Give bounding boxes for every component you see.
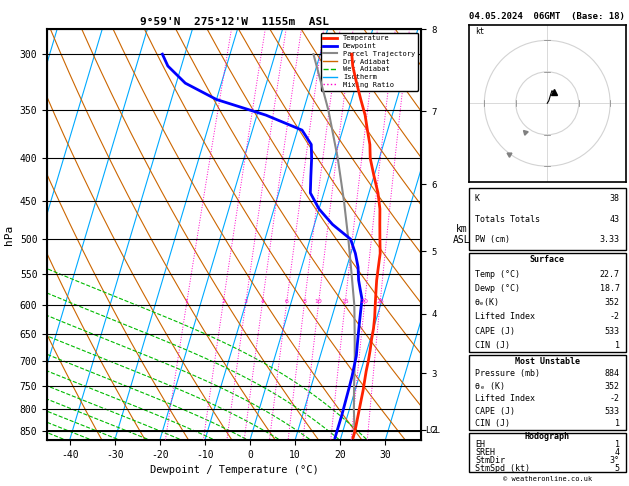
- Text: CIN (J): CIN (J): [475, 341, 510, 350]
- Text: 6: 6: [284, 299, 289, 304]
- Text: Surface: Surface: [530, 255, 565, 264]
- Text: -2: -2: [610, 394, 620, 403]
- Text: PW (cm): PW (cm): [475, 235, 510, 244]
- Y-axis label: km
ASL: km ASL: [453, 224, 470, 245]
- Text: Temp (°C): Temp (°C): [475, 270, 520, 278]
- Text: θₑ(K): θₑ(K): [475, 298, 500, 307]
- Text: 4: 4: [615, 448, 620, 457]
- Text: θₑ (K): θₑ (K): [475, 382, 505, 391]
- Text: SREH: SREH: [475, 448, 495, 457]
- Text: 352: 352: [604, 382, 620, 391]
- Text: 3°: 3°: [610, 456, 620, 465]
- Text: -2: -2: [610, 312, 620, 321]
- Text: 3: 3: [243, 299, 248, 304]
- Text: 25: 25: [376, 299, 384, 304]
- Text: K: K: [475, 194, 480, 203]
- Text: 5: 5: [615, 464, 620, 473]
- Text: 20: 20: [360, 299, 369, 304]
- Text: 533: 533: [604, 327, 620, 335]
- Text: StmDir: StmDir: [475, 456, 505, 465]
- Title: 9°59'N  275°12'W  1155m  ASL: 9°59'N 275°12'W 1155m ASL: [140, 17, 329, 27]
- Text: CAPE (J): CAPE (J): [475, 407, 515, 416]
- Text: 884: 884: [604, 369, 620, 378]
- Text: 22.7: 22.7: [599, 270, 620, 278]
- Text: Lifted Index: Lifted Index: [475, 312, 535, 321]
- Y-axis label: hPa: hPa: [4, 225, 14, 244]
- Text: Most Unstable: Most Unstable: [515, 357, 580, 365]
- Text: CAPE (J): CAPE (J): [475, 327, 515, 335]
- Text: 1: 1: [615, 419, 620, 428]
- Text: Lifted Index: Lifted Index: [475, 394, 535, 403]
- Text: 10: 10: [314, 299, 323, 304]
- Text: kt: kt: [475, 27, 484, 36]
- Text: 43: 43: [610, 215, 620, 224]
- Text: 1: 1: [184, 299, 189, 304]
- X-axis label: Dewpoint / Temperature (°C): Dewpoint / Temperature (°C): [150, 465, 319, 475]
- Text: StmSpd (kt): StmSpd (kt): [475, 464, 530, 473]
- Text: Dewp (°C): Dewp (°C): [475, 284, 520, 293]
- Text: 1: 1: [615, 440, 620, 449]
- Text: 04.05.2024  06GMT  (Base: 18): 04.05.2024 06GMT (Base: 18): [469, 12, 625, 21]
- Text: Hodograph: Hodograph: [525, 432, 570, 441]
- Text: EH: EH: [475, 440, 485, 449]
- Text: Pressure (mb): Pressure (mb): [475, 369, 540, 378]
- Text: 3.33: 3.33: [599, 235, 620, 244]
- Text: Totals Totals: Totals Totals: [475, 215, 540, 224]
- Text: 15: 15: [341, 299, 349, 304]
- Text: LCL: LCL: [425, 426, 440, 435]
- Text: 8: 8: [303, 299, 306, 304]
- Legend: Temperature, Dewpoint, Parcel Trajectory, Dry Adiabat, Wet Adiabat, Isotherm, Mi: Temperature, Dewpoint, Parcel Trajectory…: [321, 33, 418, 90]
- Text: 2: 2: [221, 299, 225, 304]
- Text: 1: 1: [615, 341, 620, 350]
- Text: 352: 352: [604, 298, 620, 307]
- Text: © weatheronline.co.uk: © weatheronline.co.uk: [503, 476, 592, 482]
- Text: 533: 533: [604, 407, 620, 416]
- Text: CIN (J): CIN (J): [475, 419, 510, 428]
- Text: 38: 38: [610, 194, 620, 203]
- Text: 4: 4: [260, 299, 264, 304]
- Text: 18.7: 18.7: [599, 284, 620, 293]
